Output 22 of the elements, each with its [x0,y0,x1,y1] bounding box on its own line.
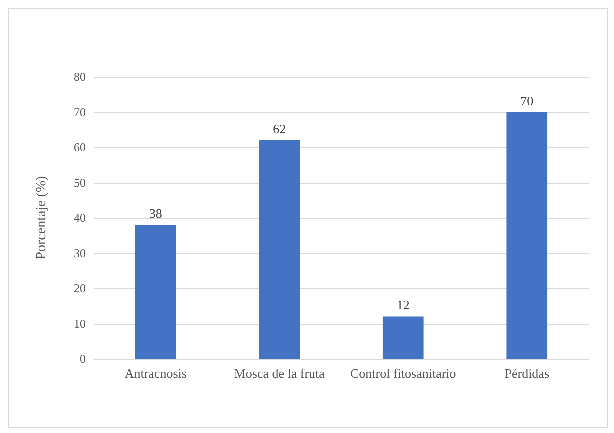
data-label: 70 [520,93,534,108]
bar [382,316,424,359]
y-tick-label: 40 [74,211,86,225]
y-axis-title: Porcentaje (%) [34,176,50,260]
y-tick-label: 60 [74,140,86,154]
data-label: 12 [396,298,410,313]
data-label: 38 [149,206,162,222]
y-tick-label: 80 [74,70,86,84]
y-tick-label: 30 [74,246,86,260]
x-tick-label: Antracnosis [124,366,187,381]
y-tick-label: 10 [74,316,86,331]
bar [135,225,176,359]
x-tick-label: Pérdidas [504,366,550,381]
bar [259,140,300,359]
bar [506,112,548,359]
y-tick-label: 70 [74,105,86,120]
x-tick-label: Mosca de la fruta [234,366,326,381]
y-tick-label: 0 [80,352,86,366]
data-label: 62 [273,121,286,136]
y-tick-label: 20 [74,282,86,296]
y-tick-label: 50 [74,176,86,190]
x-tick-label: Control fitosanitario [350,366,456,381]
